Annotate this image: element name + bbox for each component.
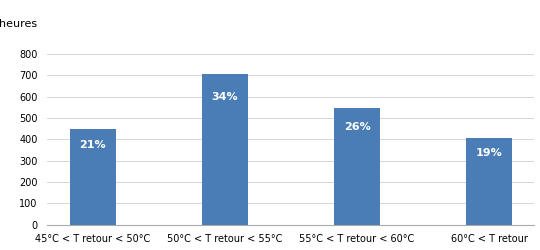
Text: 19%: 19% [476, 148, 503, 158]
Text: 26%: 26% [343, 122, 370, 132]
Text: heures: heures [0, 19, 37, 29]
Bar [466, 138, 512, 225]
Bar [202, 74, 248, 225]
Text: 34%: 34% [212, 92, 238, 102]
Bar [334, 108, 380, 225]
Bar [70, 129, 116, 225]
Text: 21%: 21% [79, 140, 106, 150]
